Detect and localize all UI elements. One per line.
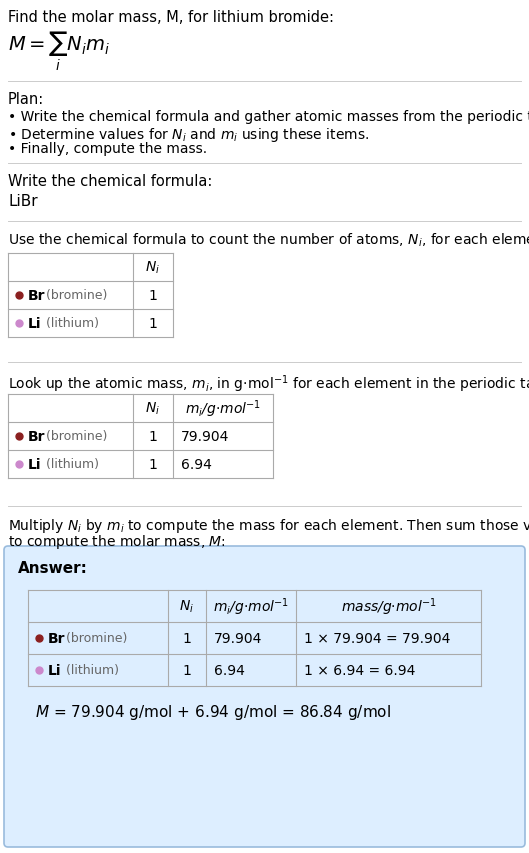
- Text: $N_i$: $N_i$: [145, 400, 160, 417]
- Text: (lithium): (lithium): [62, 664, 119, 676]
- Text: Write the chemical formula:: Write the chemical formula:: [8, 174, 212, 189]
- Text: (bromine): (bromine): [62, 632, 127, 645]
- Text: $M$ = 79.904 g/mol + 6.94 g/mol = 86.84 g/mol: $M$ = 79.904 g/mol + 6.94 g/mol = 86.84 …: [35, 702, 391, 721]
- Text: 1: 1: [149, 288, 158, 303]
- Text: (lithium): (lithium): [42, 317, 99, 330]
- Text: 79.904: 79.904: [181, 430, 230, 444]
- Text: $N_i$: $N_i$: [145, 259, 160, 276]
- Text: to compute the molar mass, $M$:: to compute the molar mass, $M$:: [8, 532, 226, 550]
- Text: $N_i$: $N_i$: [179, 598, 195, 614]
- Text: 6.94: 6.94: [214, 664, 245, 677]
- Text: 1 × 79.904 = 79.904: 1 × 79.904 = 79.904: [304, 631, 450, 645]
- Text: $m_i$/g$\cdot$mol$^{-1}$: $m_i$/g$\cdot$mol$^{-1}$: [213, 595, 289, 617]
- Text: 1: 1: [149, 457, 158, 472]
- Text: • Determine values for $N_i$ and $m_i$ using these items.: • Determine values for $N_i$ and $m_i$ u…: [8, 126, 369, 144]
- Text: Plan:: Plan:: [8, 92, 44, 107]
- Text: (lithium): (lithium): [42, 458, 99, 471]
- Text: • Write the chemical formula and gather atomic masses from the periodic table.: • Write the chemical formula and gather …: [8, 110, 529, 124]
- Text: Answer:: Answer:: [18, 560, 88, 575]
- Text: Br: Br: [28, 430, 45, 444]
- Text: 1: 1: [183, 664, 191, 677]
- Text: Li: Li: [28, 457, 41, 472]
- Text: 1: 1: [183, 631, 191, 645]
- Text: Find the molar mass, M, for lithium bromide:: Find the molar mass, M, for lithium brom…: [8, 10, 334, 25]
- Text: 6.94: 6.94: [181, 457, 212, 472]
- Text: Li: Li: [48, 664, 61, 677]
- Text: Use the chemical formula to count the number of atoms, $N_i$, for each element:: Use the chemical formula to count the nu…: [8, 232, 529, 249]
- Text: $M = \sum_i N_i m_i$: $M = \sum_i N_i m_i$: [8, 30, 110, 73]
- Text: (bromine): (bromine): [42, 430, 107, 443]
- Text: Look up the atomic mass, $m_i$, in g$\cdot$mol$^{-1}$ for each element in the pe: Look up the atomic mass, $m_i$, in g$\cd…: [8, 373, 529, 394]
- Text: 79.904: 79.904: [214, 631, 262, 645]
- Text: 1: 1: [149, 430, 158, 444]
- Text: • Finally, compute the mass.: • Finally, compute the mass.: [8, 142, 207, 156]
- Text: Multiply $N_i$ by $m_i$ to compute the mass for each element. Then sum those val: Multiply $N_i$ by $m_i$ to compute the m…: [8, 516, 529, 534]
- Text: 1: 1: [149, 316, 158, 331]
- Text: Br: Br: [48, 631, 66, 645]
- Text: $m_i$/g$\cdot$mol$^{-1}$: $m_i$/g$\cdot$mol$^{-1}$: [185, 397, 261, 420]
- FancyBboxPatch shape: [4, 547, 525, 847]
- Text: 1 × 6.94 = 6.94: 1 × 6.94 = 6.94: [304, 664, 415, 677]
- Text: mass/g$\cdot$mol$^{-1}$: mass/g$\cdot$mol$^{-1}$: [341, 595, 436, 617]
- Text: Li: Li: [28, 316, 41, 331]
- Text: LiBr: LiBr: [8, 194, 38, 209]
- Text: (bromine): (bromine): [42, 289, 107, 302]
- Text: Br: Br: [28, 288, 45, 303]
